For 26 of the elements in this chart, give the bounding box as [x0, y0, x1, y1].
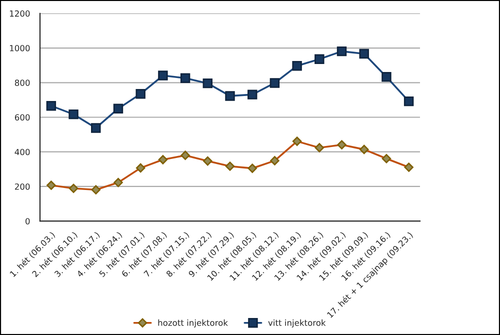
legend-label: hozott injektorok [158, 319, 228, 328]
point [292, 60, 302, 71]
point [202, 78, 213, 88]
y-tick-label: 1000 [10, 45, 30, 52]
point [225, 91, 235, 101]
point [136, 89, 146, 99]
y-tick-label: 1200 [10, 10, 30, 17]
point [359, 48, 369, 59]
point [336, 46, 347, 56]
point [314, 54, 324, 64]
legend-label: vitt injektorok [268, 319, 326, 328]
y-tick-label: 800 [14, 80, 30, 86]
point [247, 90, 258, 100]
y-tick-label: 0 [26, 218, 30, 224]
y-tick-label: 400 [14, 148, 30, 156]
point [68, 109, 78, 120]
y-tick-label: 600 [14, 114, 30, 121]
point [158, 70, 168, 80]
y-tick-label: 200 [14, 183, 30, 190]
point [180, 73, 190, 83]
point [382, 72, 392, 82]
point [113, 104, 124, 114]
point [404, 96, 414, 106]
point [270, 78, 280, 88]
point [46, 100, 56, 111]
point [91, 123, 101, 133]
